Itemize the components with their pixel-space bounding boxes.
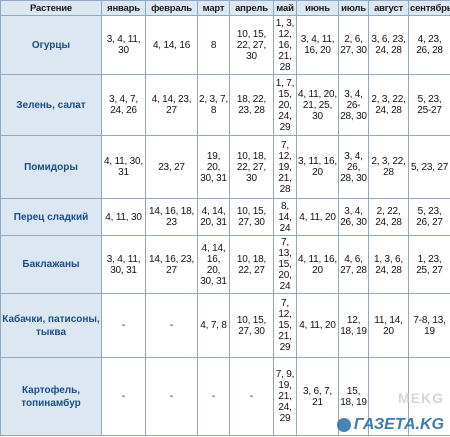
table-cell: 2, 3, 22, 24, 28: [368, 74, 409, 136]
table-cell: 2, 6, 27, 30: [338, 15, 369, 75]
table-cell: 4, 11, 20: [296, 198, 339, 236]
table-cell: 4, 14, 16: [145, 15, 198, 75]
plant-name: Картофель, топинамбур: [0, 357, 102, 436]
table-cell: 4, 11, 16, 20: [296, 235, 339, 294]
header-plant: Растение: [0, 0, 102, 16]
table-cell: -: [101, 293, 146, 358]
table-cell: -: [197, 357, 230, 436]
table-cell: 11, 14, 20: [368, 293, 409, 358]
table-cell: 5, 23, 26, 27: [408, 198, 450, 236]
table-cell: [368, 357, 409, 436]
table-cell: 14, 16, 23, 27: [145, 235, 198, 294]
table-cell: 4, 7, 8: [197, 293, 230, 358]
table-cell: 2, 3, 7, 8: [197, 74, 230, 136]
table-cell: 3, 4, 11, 30: [101, 15, 146, 75]
table-cell: 1, 3, 12, 16, 21, 28: [273, 15, 297, 75]
table-cell: 3, 11, 16, 20: [296, 135, 339, 199]
plant-name: Баклажаны: [0, 235, 102, 294]
table-row: Огурцы 3, 4, 11, 30 4, 14, 16 8 10, 15, …: [0, 15, 450, 75]
table-cell: 7, 13, 15, 20, 24: [273, 235, 297, 294]
table-row: Кабачки, патисоны, тыква - - 4, 7, 8 10,…: [0, 293, 450, 358]
table-row: Баклажаны 3, 4, 11, 30, 31 14, 16, 23, 2…: [0, 235, 450, 294]
table-cell: 3, 4, 7, 24, 26: [101, 74, 146, 136]
table-cell: 23, 27: [145, 135, 198, 199]
table-cell: 19, 20, 30, 31: [197, 135, 230, 199]
table-cell: 10, 15, 27, 30: [229, 198, 274, 236]
table-cell: 7, 12, 15, 21, 29: [273, 293, 297, 358]
table-cell: 10, 15, 22, 27, 30: [229, 15, 274, 75]
table-cell: 4, 14, 16, 20, 30, 31: [197, 235, 230, 294]
header-row: Растение январь февраль март апрель май …: [0, 0, 450, 16]
table-cell: 10, 18, 22, 27: [229, 235, 274, 294]
header-may: май: [273, 0, 297, 16]
table-row: Перец сладкий 4, 11, 30 14, 16, 18, 23 4…: [0, 198, 450, 236]
table-cell: 18, 22, 23, 28: [229, 74, 274, 136]
table-cell: 12, 18, 19: [338, 293, 369, 358]
table-cell: 2, 22, 24, 28: [368, 198, 409, 236]
header-april: апрель: [229, 0, 274, 16]
table-cell: 8, 14, 24: [273, 198, 297, 236]
table-cell: 4, 23, 26, 28: [408, 15, 450, 75]
table-cell: 3, 4, 11, 16, 20: [296, 15, 339, 75]
table-cell: 4, 11, 20: [296, 293, 339, 358]
table-cell: [408, 357, 450, 436]
header-june: июнь: [296, 0, 339, 16]
plant-name: Помидоры: [0, 135, 102, 199]
header-march: март: [197, 0, 230, 16]
table-cell: 1, 3, 6, 24, 28: [368, 235, 409, 294]
table-cell: 1, 23, 25, 27: [408, 235, 450, 294]
table-cell: 3, 4, 26, 30: [338, 198, 369, 236]
table-cell: 3, 6, 23, 24, 28: [368, 15, 409, 75]
table-row: Зелень, салат 3, 4, 7, 24, 26 4, 14, 23,…: [0, 74, 450, 136]
table-cell: 4, 14, 23, 27: [145, 74, 198, 136]
table-cell: 3, 4, 26, 28, 30: [338, 135, 369, 199]
plant-name: Кабачки, патисоны, тыква: [0, 293, 102, 358]
table-cell: 3, 4, 11, 30, 31: [101, 235, 146, 294]
table-cell: 7-8, 13, 19: [408, 293, 450, 358]
table-cell: 10, 18, 22, 27, 30: [229, 135, 274, 199]
plant-name: Огурцы: [0, 15, 102, 75]
header-august: август: [368, 0, 409, 16]
header-july: июль: [338, 0, 369, 16]
table-cell: 14, 16, 18, 23: [145, 198, 198, 236]
table-cell: 4, 11, 30, 31: [101, 135, 146, 199]
table-cell: -: [101, 357, 146, 436]
header-september: сентябрь: [408, 0, 450, 16]
table-row: Помидоры 4, 11, 30, 31 23, 27 19, 20, 30…: [0, 135, 450, 199]
table-cell: 5, 23, 25-27: [408, 74, 450, 136]
table-cell: 15, 18, 19: [338, 357, 369, 436]
table-cell: 4, 14, 20, 31: [197, 198, 230, 236]
table-cell: 10, 15, 27, 30: [229, 293, 274, 358]
table-cell: 2, 3, 22, 28: [368, 135, 409, 199]
plant-name: Перец сладкий: [0, 198, 102, 236]
table-cell: 3, 4, 26-28, 30: [338, 74, 369, 136]
table-cell: 7, 9, 19, 21, 24, 29: [273, 357, 297, 436]
table-cell: -: [145, 357, 198, 436]
header-february: февраль: [145, 0, 198, 16]
table-cell: 7, 12, 19, 21, 28: [273, 135, 297, 199]
table-cell: 1, 7, 15, 20, 24, 29: [273, 74, 297, 136]
table-cell: 4, 11, 20, 21, 25, 30: [296, 74, 339, 136]
header-january: январь: [101, 0, 146, 16]
table-row: Картофель, топинамбур - - - - 7, 9, 19, …: [0, 357, 450, 436]
table-cell: -: [229, 357, 274, 436]
table-cell: 3, 6, 7, 21: [296, 357, 339, 436]
table-cell: 8: [197, 15, 230, 75]
table-cell: 5, 23, 27: [408, 135, 450, 199]
plant-name: Зелень, салат: [0, 74, 102, 136]
table-cell: -: [145, 293, 198, 358]
table-cell: 4, 11, 30: [101, 198, 146, 236]
table-cell: 4, 6, 27, 28: [338, 235, 369, 294]
